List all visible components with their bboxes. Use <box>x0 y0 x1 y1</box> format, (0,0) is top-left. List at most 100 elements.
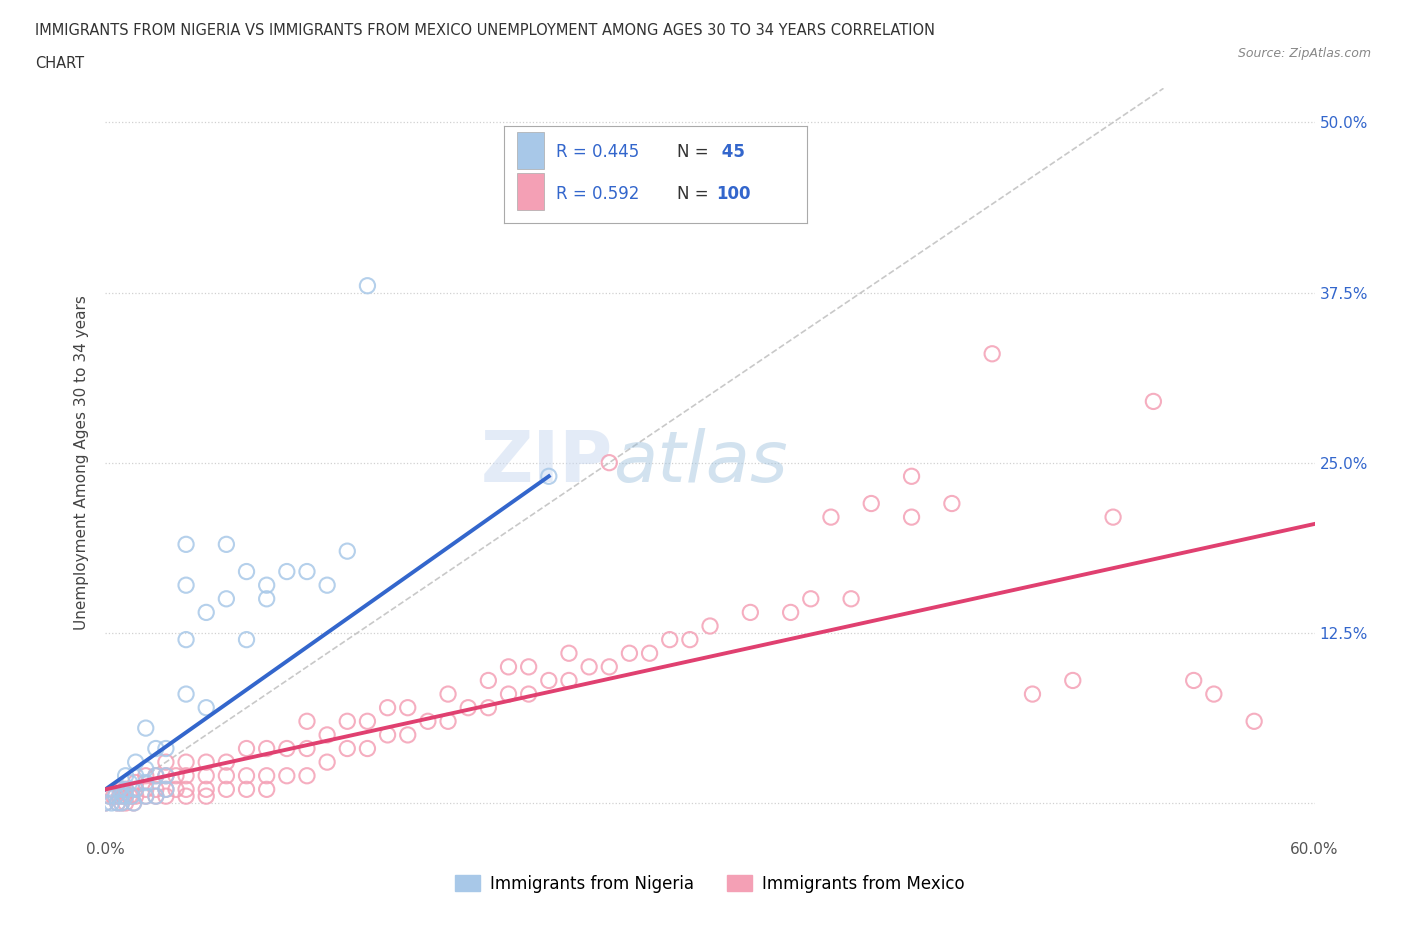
Point <box>396 700 419 715</box>
Point <box>235 565 257 579</box>
Point <box>110 795 132 810</box>
Point <box>658 632 681 647</box>
Point <box>145 789 167 804</box>
Text: Source: ZipAtlas.com: Source: ZipAtlas.com <box>1237 46 1371 60</box>
Point <box>94 795 117 810</box>
Point <box>135 768 157 783</box>
Point <box>174 578 197 592</box>
Point <box>1182 673 1205 688</box>
Point <box>215 782 238 797</box>
Point <box>195 755 218 770</box>
Point <box>122 795 145 810</box>
Point <box>477 673 499 688</box>
Point <box>195 768 218 783</box>
Point <box>558 673 581 688</box>
Point <box>195 789 218 804</box>
Point <box>100 795 122 810</box>
Point <box>110 782 132 797</box>
Point <box>215 755 238 770</box>
Point <box>336 741 359 756</box>
Point <box>124 768 148 783</box>
Point <box>235 782 257 797</box>
Point <box>122 795 145 810</box>
Point <box>165 768 187 783</box>
Point <box>295 565 318 579</box>
Point <box>215 537 238 551</box>
Point <box>124 782 148 797</box>
Point <box>121 789 143 804</box>
Point <box>235 741 257 756</box>
Point <box>256 578 278 592</box>
Point <box>110 795 132 810</box>
Point <box>114 768 136 783</box>
Point <box>1021 686 1043 701</box>
Point <box>336 544 359 559</box>
Point <box>377 727 399 742</box>
Point <box>256 741 278 756</box>
Point <box>118 775 141 790</box>
Point <box>174 537 197 551</box>
Point <box>256 782 278 797</box>
Point <box>98 789 121 804</box>
Point <box>155 768 177 783</box>
Point <box>900 469 922 484</box>
Point <box>174 782 197 797</box>
Point <box>135 762 157 777</box>
Point <box>124 755 148 770</box>
Point <box>118 789 141 804</box>
Point <box>94 795 117 810</box>
Text: IMMIGRANTS FROM NIGERIA VS IMMIGRANTS FROM MEXICO UNEMPLOYMENT AMONG AGES 30 TO : IMMIGRANTS FROM NIGERIA VS IMMIGRANTS FR… <box>35 23 935 38</box>
Point <box>107 795 129 810</box>
Point <box>155 782 177 797</box>
Point <box>356 278 378 293</box>
Point <box>174 755 197 770</box>
Point <box>124 775 148 790</box>
Point <box>638 645 661 660</box>
Point <box>1142 394 1164 409</box>
Point <box>839 591 862 606</box>
Point <box>235 632 257 647</box>
Point <box>104 789 127 804</box>
Point <box>124 782 148 797</box>
Point <box>145 768 167 783</box>
Point <box>356 741 378 756</box>
Y-axis label: Unemployment Among Ages 30 to 34 years: Unemployment Among Ages 30 to 34 years <box>75 295 90 631</box>
Point <box>145 768 167 783</box>
Point <box>316 755 339 770</box>
Point <box>135 789 157 804</box>
Point <box>135 789 157 804</box>
Point <box>104 789 127 804</box>
Point <box>295 714 318 729</box>
Point <box>900 510 922 525</box>
Text: CHART: CHART <box>35 56 84 71</box>
Point <box>537 469 560 484</box>
Point <box>165 782 187 797</box>
Point <box>860 496 883 511</box>
Point <box>437 714 460 729</box>
Point <box>276 565 298 579</box>
Point <box>114 782 136 797</box>
Point <box>107 795 129 810</box>
Point <box>316 578 339 592</box>
Point <box>517 659 540 674</box>
Point <box>114 789 136 804</box>
Point <box>155 741 177 756</box>
Point <box>740 605 762 620</box>
Point <box>941 496 963 511</box>
Point <box>1102 510 1125 525</box>
Point <box>195 605 218 620</box>
Point <box>396 727 419 742</box>
Text: ZIP: ZIP <box>481 428 613 498</box>
Point <box>498 659 520 674</box>
Point <box>598 456 620 471</box>
Point <box>558 645 581 660</box>
Point <box>356 714 378 729</box>
Point <box>155 782 177 797</box>
Point <box>256 591 278 606</box>
Point <box>110 789 132 804</box>
Point <box>235 768 257 783</box>
Point <box>295 741 318 756</box>
Point <box>112 789 135 804</box>
Point <box>1202 686 1225 701</box>
Point <box>336 714 359 729</box>
